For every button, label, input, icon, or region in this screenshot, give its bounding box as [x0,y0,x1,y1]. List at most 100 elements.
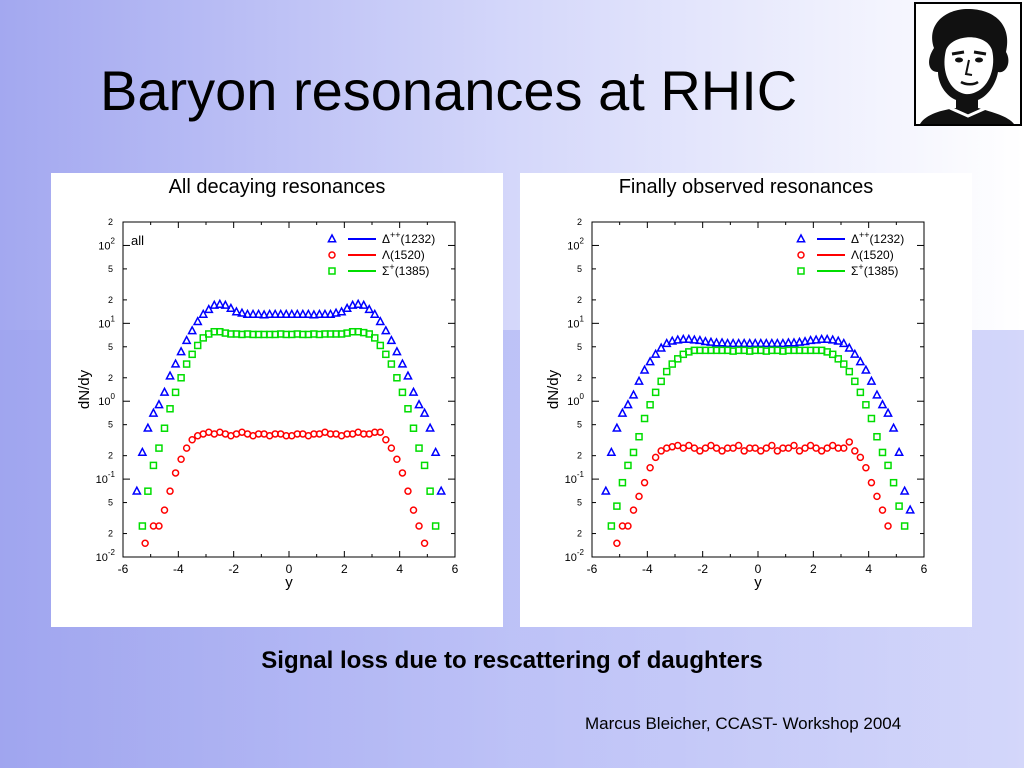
data-point-triangle [386,335,397,345]
y-minor-tick-label: 5 [108,264,113,274]
chart-panel-all: All decaying resonances -6 -4 -2 0 2 4 6 10-2 2 5… [51,173,503,627]
x-tick-label: -4 [642,562,653,576]
x-tick-label: 2 [810,562,817,576]
legend-label: Λ(1520) [382,248,425,262]
data-point-triangle [358,299,369,309]
y-minor-tick-label: 2 [577,217,582,227]
data-point-triangle [755,337,766,348]
data-point-circle [624,522,632,530]
data-point-circle [718,447,726,455]
data-point-triangle [425,422,435,432]
data-point-triangle [838,337,849,348]
legend-label-mass: (1520) [390,248,425,262]
data-point-square [160,424,169,432]
data-point-triangle [816,333,827,344]
data-point-triangle [314,308,325,319]
data-point-triangle [226,302,236,313]
y-tick-exponent: -1 [577,470,585,479]
data-point-circle [873,492,881,501]
data-point-circle [182,444,191,452]
y-minor-tick-label: 2 [577,295,582,305]
data-point-square [376,341,385,350]
chart-annotation: all [131,233,144,248]
y-tick-label: 10-2 [565,548,585,564]
x-tick-label: 4 [865,562,872,576]
data-point-triangle [789,337,799,347]
data-point-square [371,334,379,342]
x-tick-label: -6 [587,562,598,576]
data-point-circle [773,447,782,455]
data-point-triangle [628,389,639,399]
legend-marker [328,267,336,275]
x-tick-label: 0 [755,562,762,576]
x-tick-label: -6 [118,562,129,576]
x-tick-label: 6 [452,562,459,576]
data-point-circle [155,522,163,530]
data-point-circle [141,539,149,548]
data-point-triangle [286,308,297,319]
data-point-square [662,367,671,376]
data-point-triangle [131,485,142,495]
data-point-triangle [403,370,413,380]
y-minor-tick-label: 5 [577,264,582,274]
legend-label-symbol: Σ [382,264,389,278]
data-point-circle [790,441,798,450]
data-point-triangle [899,485,910,495]
data-point-circle [740,447,748,455]
data-point-triangle [264,308,275,319]
data-point-circle [795,447,804,455]
data-point-square [862,401,870,409]
data-point-triangle [888,422,899,432]
data-point-triangle [711,337,722,347]
data-point-triangle [303,308,314,319]
data-point-triangle [259,309,269,319]
data-point-circle [635,492,643,501]
data-point-square [840,360,848,368]
legend-label-mass: (1385) [864,264,899,278]
data-point-circle [640,478,649,487]
data-point-triangle [800,336,810,346]
data-point-circle [177,455,185,463]
data-point-triangle [849,348,860,358]
data-point-triangle [667,335,678,345]
legend-label-symbol: Σ [851,264,858,278]
data-point-square [884,461,892,470]
y-tick-label: 101 [567,314,584,330]
data-point-triangle [209,299,220,309]
data-point-square [900,522,909,530]
data-point-circle [817,447,826,455]
data-point-circle [171,469,180,477]
data-point-triangle [766,337,777,348]
y-tick-exponent: 0 [580,392,585,401]
legend-label-mass: (1232) [870,232,905,246]
data-point-triangle [827,334,838,344]
data-point-triangle [855,356,866,366]
data-point-circle [812,444,820,452]
data-point-triangle [176,346,186,356]
data-point-triangle [414,399,424,409]
data-point-square [188,350,196,359]
data-point-square [155,444,163,452]
y-tick-label: 100 [567,392,584,408]
data-point-triangle [833,335,844,345]
data-point-triangle [606,446,617,456]
data-point-triangle [137,446,148,456]
data-point-triangle [347,299,358,309]
data-point-triangle [645,356,655,366]
data-point-square [149,461,158,470]
data-point-triangle [861,364,871,374]
legend-label: Δ++(1232) [382,230,435,246]
x-tick-label: 2 [341,562,348,576]
data-point-triangle [600,485,611,495]
data-point-circle [398,469,407,477]
data-point-circle [646,463,654,472]
data-point-square [651,388,660,397]
data-point-square [856,388,865,397]
y-tick-label: 10-2 [96,548,116,564]
data-point-triangle [706,336,716,346]
data-point-circle [712,444,721,452]
data-point-triangle [822,333,833,344]
data-point-square [889,478,898,487]
data-point-triangle [877,399,888,409]
y-minor-tick-label: 5 [108,342,113,352]
